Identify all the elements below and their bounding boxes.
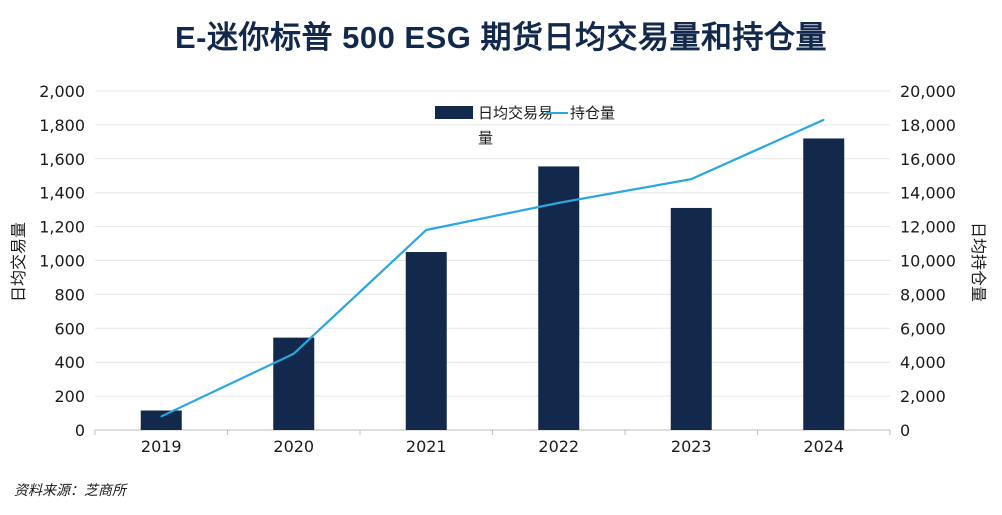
left-tick-label: 800 xyxy=(54,285,85,304)
bar xyxy=(803,138,845,430)
x-axis-ticks: 2019 2020 2021 2022 2023 2024 xyxy=(141,437,844,456)
bar xyxy=(140,410,182,430)
chart-title: E-迷你标普 500 ESG 期货日均交易量和持仓量 xyxy=(174,20,828,55)
left-tick-label: 2,000 xyxy=(39,82,85,101)
left-axis-ticks: 0 200 400 600 800 1,000 1,200 1,400 1,600 1,800 2,… xyxy=(39,82,85,440)
right-axis-ticks: 0 2,000 4,000 6,000 8,000 10,000 12,000 14,000 1… xyxy=(900,82,956,440)
line-point xyxy=(690,178,693,180)
right-tick-label: 14,000 xyxy=(900,184,956,203)
left-tick-label: 0 xyxy=(75,421,85,440)
legend: 日均交易易 量 持仓量 xyxy=(435,104,615,147)
bar xyxy=(273,337,315,430)
right-tick-label: 2,000 xyxy=(900,387,946,406)
line-point xyxy=(160,415,163,418)
line-point xyxy=(425,229,428,231)
bar xyxy=(405,252,447,430)
x-tick-label: 2019 xyxy=(141,437,182,456)
legend-bar-label-line2: 量 xyxy=(478,129,493,147)
source-note: 资料来源：芝商所 xyxy=(14,483,126,499)
right-tick-label: 16,000 xyxy=(900,150,956,169)
line-point xyxy=(292,352,295,355)
x-tick-label: 2021 xyxy=(406,437,447,456)
left-tick-label: 1,800 xyxy=(39,116,85,135)
open-interest-line xyxy=(160,118,825,418)
bar-series xyxy=(140,138,845,431)
right-tick-label: 18,000 xyxy=(900,116,956,135)
left-tick-label: 200 xyxy=(54,387,85,406)
x-tick-label: 2022 xyxy=(538,437,579,456)
line-point xyxy=(557,202,560,204)
left-tick-label: 400 xyxy=(54,353,85,372)
right-tick-label: 12,000 xyxy=(900,218,956,237)
left-tick-label: 1,600 xyxy=(39,150,85,169)
line-point xyxy=(822,119,825,121)
left-tick-label: 1,000 xyxy=(39,252,85,271)
right-tick-label: 4,000 xyxy=(900,353,946,372)
right-tick-label: 8,000 xyxy=(900,285,946,304)
x-tick-label: 2023 xyxy=(671,437,712,456)
left-tick-label: 1,200 xyxy=(39,218,85,237)
right-tick-label: 20,000 xyxy=(900,82,956,101)
x-tick-label: 2020 xyxy=(273,437,314,456)
right-tick-label: 10,000 xyxy=(900,252,956,271)
x-tick-label: 2024 xyxy=(803,437,844,456)
left-axis-title: 日均交易量 xyxy=(9,222,28,302)
legend-bar-swatch xyxy=(435,106,473,119)
bar xyxy=(670,207,712,430)
legend-line-label: 持仓量 xyxy=(570,104,615,122)
legend-bar-label-line1: 日均交易易 xyxy=(478,104,553,122)
right-tick-label: 0 xyxy=(900,421,910,440)
left-tick-label: 600 xyxy=(54,319,85,338)
right-tick-label: 6,000 xyxy=(900,319,946,338)
right-axis-title: 日均持仓量 xyxy=(969,222,988,302)
bar xyxy=(538,166,580,431)
gridlines xyxy=(94,90,891,435)
line-series xyxy=(160,118,825,418)
left-tick-label: 1,400 xyxy=(39,184,85,203)
